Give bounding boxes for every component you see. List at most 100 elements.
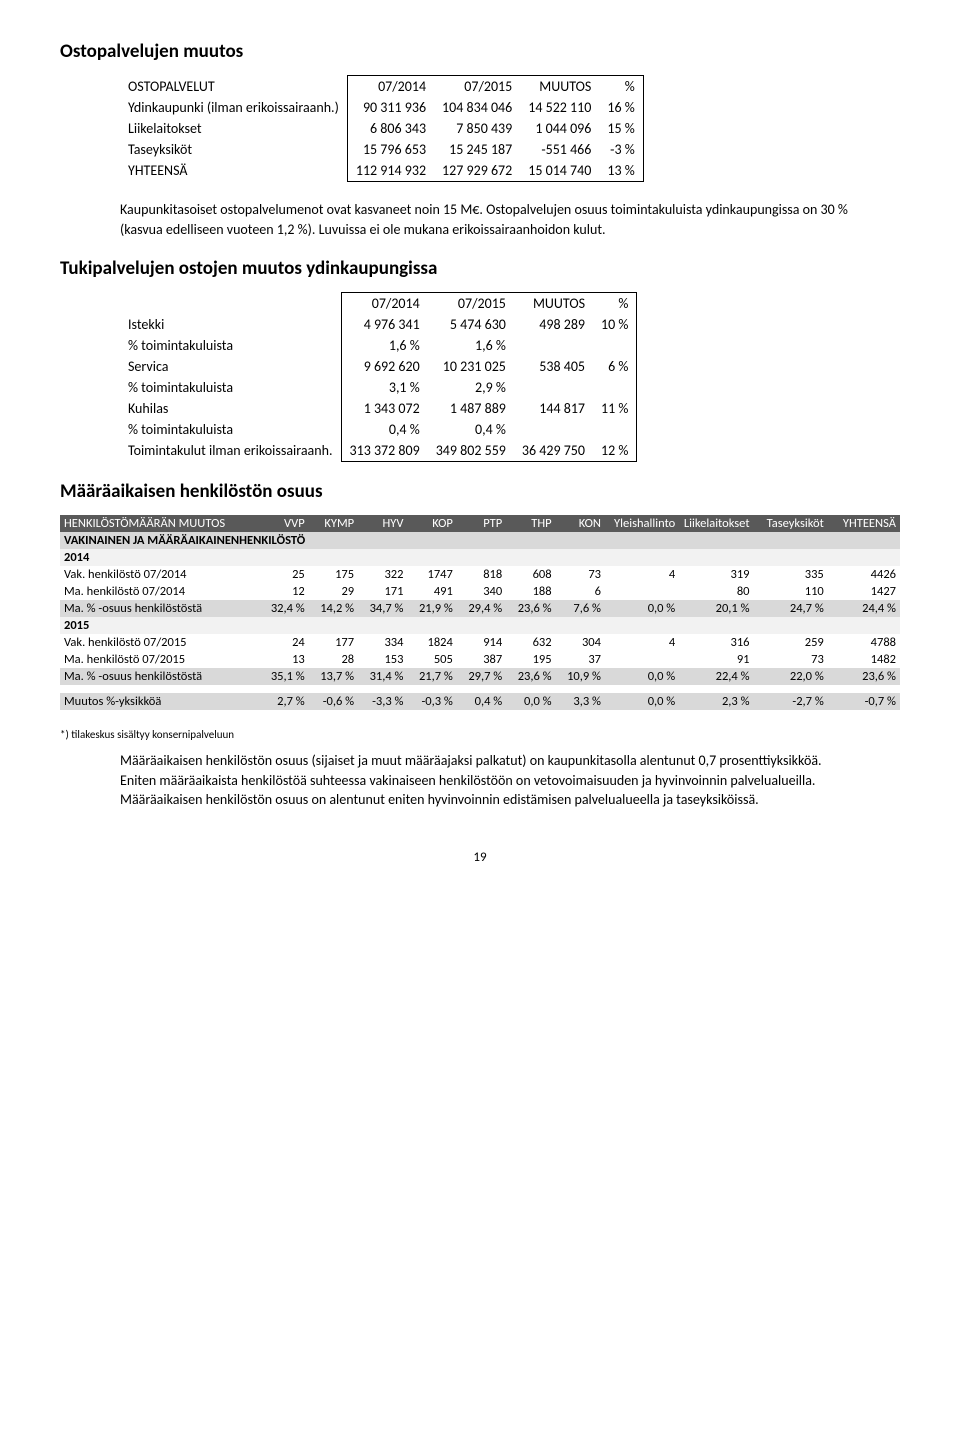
row-label: Ma. % -osuus henkilöstöstä [60,600,259,617]
cell: 3,1 % [341,377,428,398]
cell: 25 [259,566,308,583]
cell: 0,4 % [428,419,514,440]
section1-paragraph: Kaupunkitasoiset ostopalvelumenot ovat k… [120,200,860,239]
cell: 6 [556,583,605,600]
cell: 21,9 % [407,600,456,617]
table-row: Ma. % -osuus henkilöstöstä35,1 %13,7 %31… [60,668,900,685]
row-label: Ma. henkilöstö 07/2015 [60,651,259,668]
col-header: MUUTOS [514,293,593,315]
cell: 20,1 % [679,600,753,617]
cell: 914 [457,634,506,651]
cell: 13,7 % [309,668,358,685]
cell: 23,6 % [506,600,555,617]
cell: 24 [259,634,308,651]
row-label: Vak. henkilöstö 07/2014 [60,566,259,583]
col-header: Yleishallinto [605,515,679,532]
col-header: PTP [457,515,506,532]
cell: 171 [358,583,407,600]
cell [593,377,637,398]
row-label: Ydinkaupunki (ilman erikoissairaanh.) [120,97,347,118]
cell: 12 [259,583,308,600]
cell: 23,6 % [506,668,555,685]
cell: 3,3 % [556,693,605,710]
footnote: *) tilakeskus sisältyy konsernipalveluun [60,728,900,741]
page-number: 19 [60,850,900,865]
cell: 304 [556,634,605,651]
row-label: Kuhilas [120,398,341,419]
cell: 37 [556,651,605,668]
cell: 10 231 025 [428,356,514,377]
cell: 13 % [599,160,643,182]
cell [514,377,593,398]
cell: 316 [679,634,753,651]
cell: 36 429 750 [514,440,593,462]
cell: 0,4 % [341,419,428,440]
table-header-row: 07/2014 07/2015 MUUTOS % [120,293,637,315]
table-row: Liikelaitokset 6 806 343 7 850 439 1 044… [120,118,643,139]
table-row: Vak. henkilöstö 07/201425175322174781860… [60,566,900,583]
cell: 21,7 % [407,668,456,685]
cell [593,419,637,440]
cell: 538 405 [514,356,593,377]
year-label: 2014 [60,549,259,566]
cell: -0,3 % [407,693,456,710]
table-row: Ma. henkilöstö 07/2015132815350538719537… [60,651,900,668]
table-row: Ma. henkilöstö 07/2014122917149134018868… [60,583,900,600]
cell: 175 [309,566,358,583]
cell: 1824 [407,634,456,651]
cell [514,335,593,356]
cell: 1,6 % [428,335,514,356]
cell: 340 [457,583,506,600]
cell: 4426 [828,566,900,583]
cell: -3,3 % [358,693,407,710]
cell: 104 834 046 [434,97,520,118]
table-row: Ydinkaupunki (ilman erikoissairaanh.) 90… [120,97,643,118]
cell: 7 850 439 [434,118,520,139]
row-label: % toimintakuluista [120,335,341,356]
table-row: Vak. henkilöstö 07/201524177334182491463… [60,634,900,651]
cell: 13 [259,651,308,668]
cell: 28 [309,651,358,668]
cell: 349 802 559 [428,440,514,462]
cell: 23,6 % [828,668,900,685]
cell: 144 817 [514,398,593,419]
cell: 90 311 936 [347,97,434,118]
cell: 22,4 % [679,668,753,685]
row-label: Vak. henkilöstö 07/2015 [60,634,259,651]
cell: 2,9 % [428,377,514,398]
cell: 1,6 % [341,335,428,356]
cell [593,335,637,356]
col-header: HYV [358,515,407,532]
col-header: KOP [407,515,456,532]
cell: 387 [457,651,506,668]
cell: 110 [754,583,828,600]
cell: 313 372 809 [341,440,428,462]
change-row: Muutos %-yksikköä2,7 %-0,6 %-3,3 %-0,3 %… [60,693,900,710]
cell: 127 929 672 [434,160,520,182]
row-label: Ma. henkilöstö 07/2014 [60,583,259,600]
col-header: OSTOPALVELUT [120,76,347,98]
cell: 11 % [593,398,637,419]
cell: 31,4 % [358,668,407,685]
cell: 9 692 620 [341,356,428,377]
cell: 14,2 % [309,600,358,617]
cell: 16 % [599,97,643,118]
cell: 153 [358,651,407,668]
cell: 73 [754,651,828,668]
cell: 35,1 % [259,668,308,685]
cell: 73 [556,566,605,583]
cell: -0,6 % [309,693,358,710]
col-header: YHTEENSÄ [828,515,900,532]
col-header: KON [556,515,605,532]
cell: -551 466 [520,139,599,160]
cell: 1427 [828,583,900,600]
subheader: VAKINAINEN JA MÄÄRÄAIKAINENHENKILÖSTÖ [60,532,900,549]
row-label: Liikelaitokset [120,118,347,139]
cell: 335 [754,566,828,583]
col-header: MUUTOS [520,76,599,98]
cell: 2,3 % [679,693,753,710]
cell: 15 796 653 [347,139,434,160]
col-header: 07/2014 [341,293,428,315]
cell: 29,7 % [457,668,506,685]
cell: 0,0 % [605,693,679,710]
